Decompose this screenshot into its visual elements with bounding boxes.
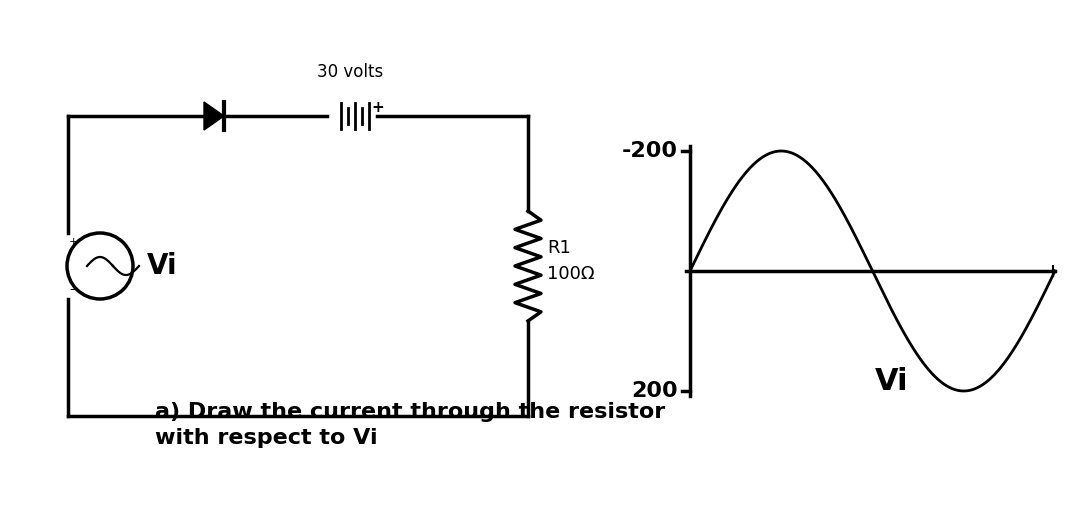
Text: +: + xyxy=(372,100,384,116)
Text: Vi: Vi xyxy=(875,367,908,396)
Text: -200: -200 xyxy=(622,141,678,161)
Text: R1: R1 xyxy=(547,239,571,257)
Polygon shape xyxy=(205,102,224,130)
Text: 30 volts: 30 volts xyxy=(317,63,383,81)
Text: 200: 200 xyxy=(631,381,678,401)
Text: 100Ω: 100Ω xyxy=(547,265,594,283)
Text: Vi: Vi xyxy=(147,252,177,280)
Text: +: + xyxy=(69,237,77,247)
Text: –: – xyxy=(70,284,76,297)
Text: a) Draw the current through the resistor
with respect to Vi: a) Draw the current through the resistor… xyxy=(154,401,665,448)
